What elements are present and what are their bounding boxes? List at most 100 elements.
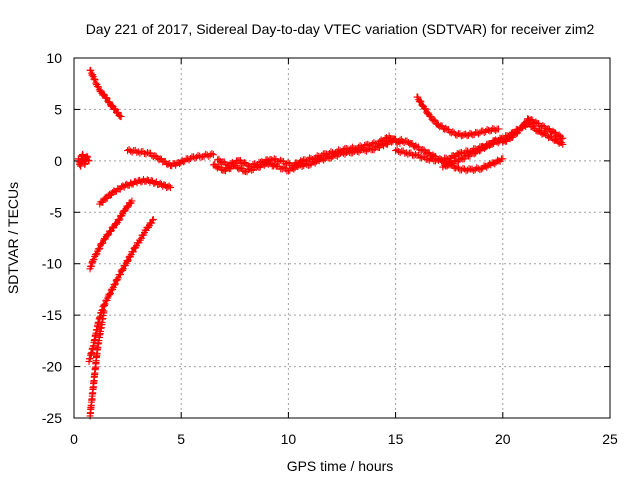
data-point (100, 236, 108, 244)
data-point (310, 155, 318, 163)
data-point (431, 157, 439, 165)
tick-labels: 0 5 10 15 20 25 -25 -20 -15 -10 -5 0 5 10 (42, 50, 618, 447)
data-point (404, 150, 412, 158)
data-point (104, 97, 112, 105)
data-point (519, 123, 527, 131)
data-point (412, 150, 420, 158)
data-point (436, 155, 444, 163)
data-point (124, 257, 132, 265)
data-point (327, 148, 335, 156)
series-track-3 (96, 175, 174, 208)
data-point (353, 145, 361, 153)
data-point (96, 244, 104, 252)
x-tick-label: 5 (177, 431, 185, 447)
data-point (365, 141, 373, 149)
data-point (114, 108, 122, 116)
data-point (209, 151, 217, 159)
data-point (425, 156, 433, 164)
data-point (457, 166, 465, 174)
data-point (111, 105, 119, 113)
data-point (119, 266, 127, 274)
y-tick-label: -15 (42, 307, 62, 323)
data-point (250, 160, 258, 168)
data-point (100, 307, 108, 315)
data-point (495, 125, 503, 133)
data-point (103, 231, 111, 239)
data-point (555, 131, 563, 139)
y-tick-label: -25 (42, 410, 62, 426)
data-point (106, 291, 114, 299)
data-point (396, 149, 404, 157)
data-point (149, 216, 157, 224)
data-point (149, 215, 157, 223)
x-tick-label: 10 (281, 431, 297, 447)
data-point (316, 153, 324, 161)
data-point (339, 146, 347, 154)
data-point (95, 86, 103, 94)
data-point (91, 75, 99, 83)
series-track-10 (396, 135, 507, 175)
data-point (124, 147, 132, 155)
data-point (118, 266, 126, 274)
data-point (95, 245, 103, 253)
data-point (127, 147, 135, 155)
series-track-1 (74, 150, 93, 170)
data-point (111, 281, 119, 289)
y-tick-label: 0 (54, 153, 62, 169)
data-point (417, 98, 425, 106)
data-point (344, 145, 352, 153)
data-point (102, 94, 110, 102)
y-tick-label: -5 (50, 204, 63, 220)
data-point (332, 149, 340, 157)
data-point (522, 119, 530, 127)
data-point (418, 101, 426, 109)
data-point (421, 104, 429, 112)
data-point (117, 113, 125, 121)
data-point (302, 157, 310, 165)
data-point (320, 156, 328, 164)
data-point (336, 147, 344, 155)
series-track-9 (214, 132, 404, 171)
data-point (165, 182, 173, 190)
data-point (284, 159, 292, 167)
data-point (84, 153, 92, 161)
x-tick-label: 15 (388, 431, 404, 447)
data-point (92, 251, 100, 259)
y-tick-label: 10 (46, 50, 62, 66)
data-point (252, 161, 260, 169)
data-point (309, 155, 317, 163)
data-point (324, 151, 332, 159)
data-point (103, 94, 111, 102)
series-track-2 (86, 66, 125, 121)
data-point (348, 143, 356, 151)
data-point (106, 289, 114, 297)
data-point (470, 167, 478, 175)
series-track-7 (124, 145, 217, 170)
data-point (124, 203, 132, 211)
y-tick-label: 5 (54, 101, 62, 117)
data-point (112, 220, 120, 228)
data-point (422, 105, 430, 113)
grid-lines (74, 58, 610, 418)
data-point (99, 306, 107, 314)
data-point (136, 236, 144, 244)
data-point (491, 160, 499, 168)
data-point (464, 166, 472, 174)
x-tick-label: 20 (495, 431, 511, 447)
data-point (559, 140, 567, 148)
data-point (83, 152, 91, 160)
data-point (133, 148, 141, 156)
data-point (418, 154, 426, 162)
data-point (94, 83, 102, 91)
data-point (116, 271, 124, 279)
data-point (208, 150, 216, 158)
data-point (104, 231, 112, 239)
data-point (84, 156, 92, 164)
data-point (129, 248, 137, 256)
plot-border (73, 57, 611, 419)
data-point (430, 116, 438, 124)
data-point (327, 154, 335, 162)
data-point (392, 147, 400, 155)
y-axis-label: SDTVAR / TECUs (5, 182, 21, 294)
series-track-6 (86, 307, 108, 420)
